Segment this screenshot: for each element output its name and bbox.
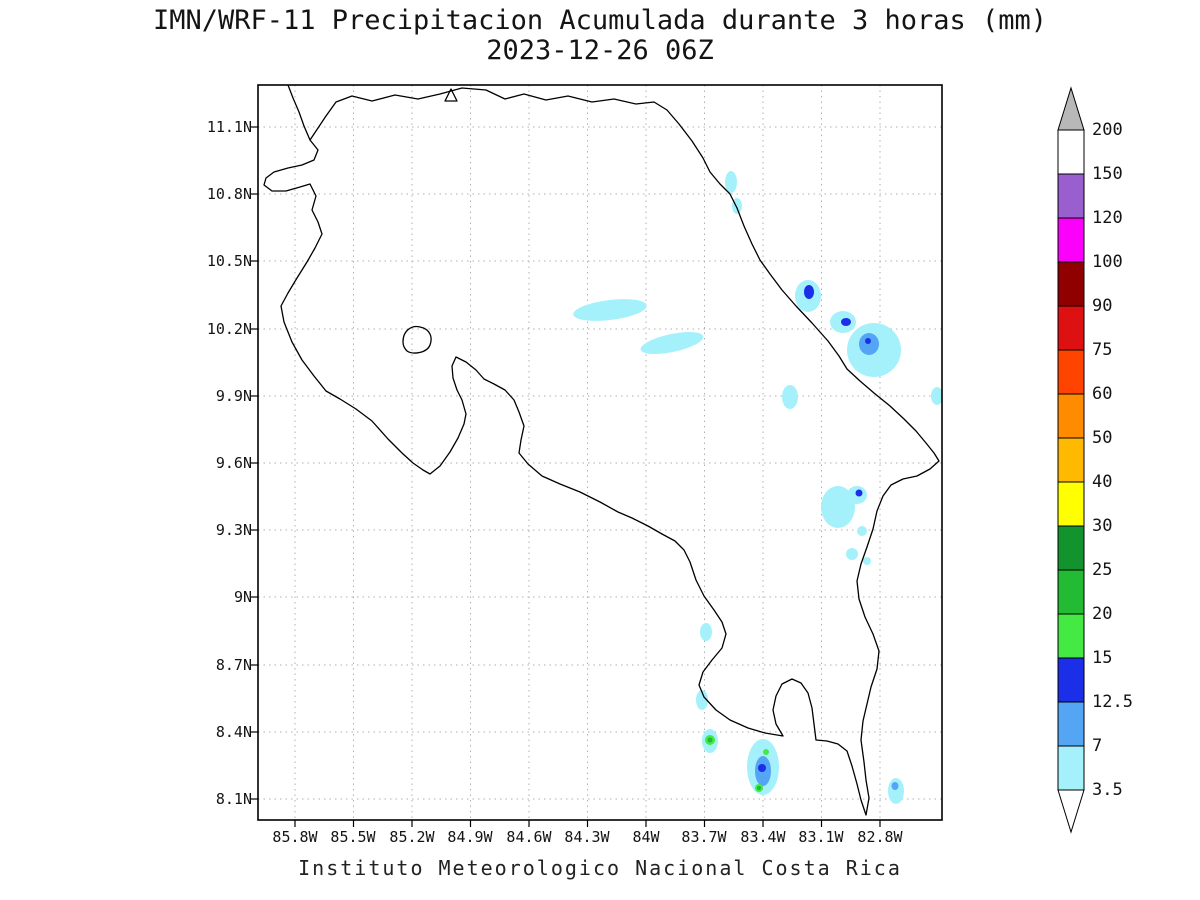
nicaragua-coast: [287, 85, 311, 141]
grid-lines: [258, 85, 942, 820]
precip-shading-green: [705, 735, 769, 792]
lon-tick-label: 85.2W: [389, 828, 435, 846]
lon-tick-label: 84W: [632, 828, 660, 846]
colorbar-label: 3.5: [1092, 780, 1123, 800]
lat-tick-label: 9N: [233, 588, 252, 606]
colorbar-label: 120: [1092, 208, 1123, 228]
colorbar-label: 30: [1092, 516, 1113, 536]
lon-tick-label: 82.8W: [857, 828, 903, 846]
colorbar-label: 40: [1092, 472, 1113, 492]
lat-tick-label: 8.1N: [215, 790, 252, 808]
precip-shading-heavy: [758, 285, 871, 772]
colorbar-label: 20: [1092, 604, 1113, 624]
colorbar-label: 150: [1092, 164, 1123, 184]
lon-tick-label: 84.3W: [564, 828, 610, 846]
lon-tick-label: 83.1W: [798, 828, 844, 846]
colorbar-segment: [1057, 305, 1085, 351]
lat-tick-label: 9.3N: [215, 521, 252, 539]
colorbar-segment: [1057, 481, 1085, 527]
footer-caption: Instituto Meteorologico Nacional Costa R…: [298, 856, 902, 880]
colorbar: [1057, 86, 1085, 834]
axis-ticks: [251, 126, 881, 827]
colorbar-label: 50: [1092, 428, 1113, 448]
page-title: IMN/WRF-11 Precipitacion Acumulada duran…: [152, 5, 1048, 36]
colorbar-label: 7: [1092, 736, 1103, 756]
colorbar-segment: [1057, 701, 1085, 747]
lon-tick-label: 83.7W: [681, 828, 727, 846]
colorbar-label: 200: [1092, 120, 1123, 140]
precip-shading-light: [573, 171, 942, 804]
colorbar-segment: [1057, 613, 1085, 659]
lat-tick-label: 10.2N: [206, 320, 252, 338]
lat-tick-label: 10.8N: [206, 185, 252, 203]
colorbar-segment: [1057, 525, 1085, 571]
precip-shading-moderate: [755, 333, 899, 790]
colorbar-segment: [1057, 657, 1085, 703]
colorbar-segment: [1057, 349, 1085, 395]
page-subtitle: 2023-12-26 06Z: [486, 35, 714, 66]
colorbar-above-max-triangle: [1057, 86, 1085, 131]
plot-frame: [257, 84, 943, 821]
colorbar-segment: [1057, 261, 1085, 307]
colorbar-label: 60: [1092, 384, 1113, 404]
colorbar-segment: [1057, 745, 1085, 791]
lake-island: [444, 88, 458, 102]
lat-tick-label: 10.5N: [206, 252, 252, 270]
lon-tick-label: 84.6W: [506, 828, 552, 846]
colorbar-segment: [1057, 437, 1085, 483]
colorbar-label: 100: [1092, 252, 1123, 272]
colorbar-label: 25: [1092, 560, 1113, 580]
coastline: [263, 85, 940, 816]
colorbar-label: 12.5: [1092, 692, 1133, 712]
lon-tick-label: 83.4W: [740, 828, 786, 846]
colorbar-segment: [1057, 129, 1085, 175]
lon-tick-label: 84.9W: [447, 828, 493, 846]
lat-tick-label: 11.1N: [206, 118, 252, 136]
colorbar-label: 75: [1092, 340, 1113, 360]
lat-tick-label: 8.7N: [215, 656, 252, 674]
lat-tick-label: 9.6N: [215, 454, 252, 472]
lon-tick-label: 85.8W: [272, 828, 318, 846]
colorbar-segment: [1057, 393, 1085, 439]
colorbar-label: 90: [1092, 296, 1113, 316]
colorbar-label: 15: [1092, 648, 1113, 668]
colorbar-segment: [1057, 173, 1085, 219]
colorbar-segment: [1057, 217, 1085, 263]
lon-tick-label: 85.5W: [330, 828, 376, 846]
lat-tick-label: 8.4N: [215, 723, 252, 741]
colorbar-segment: [1057, 569, 1085, 615]
colorbar-below-min-triangle: [1057, 789, 1085, 834]
lat-tick-label: 9.9N: [215, 387, 252, 405]
gulf-island: [402, 325, 432, 354]
costa-rica-outline: [263, 87, 940, 816]
